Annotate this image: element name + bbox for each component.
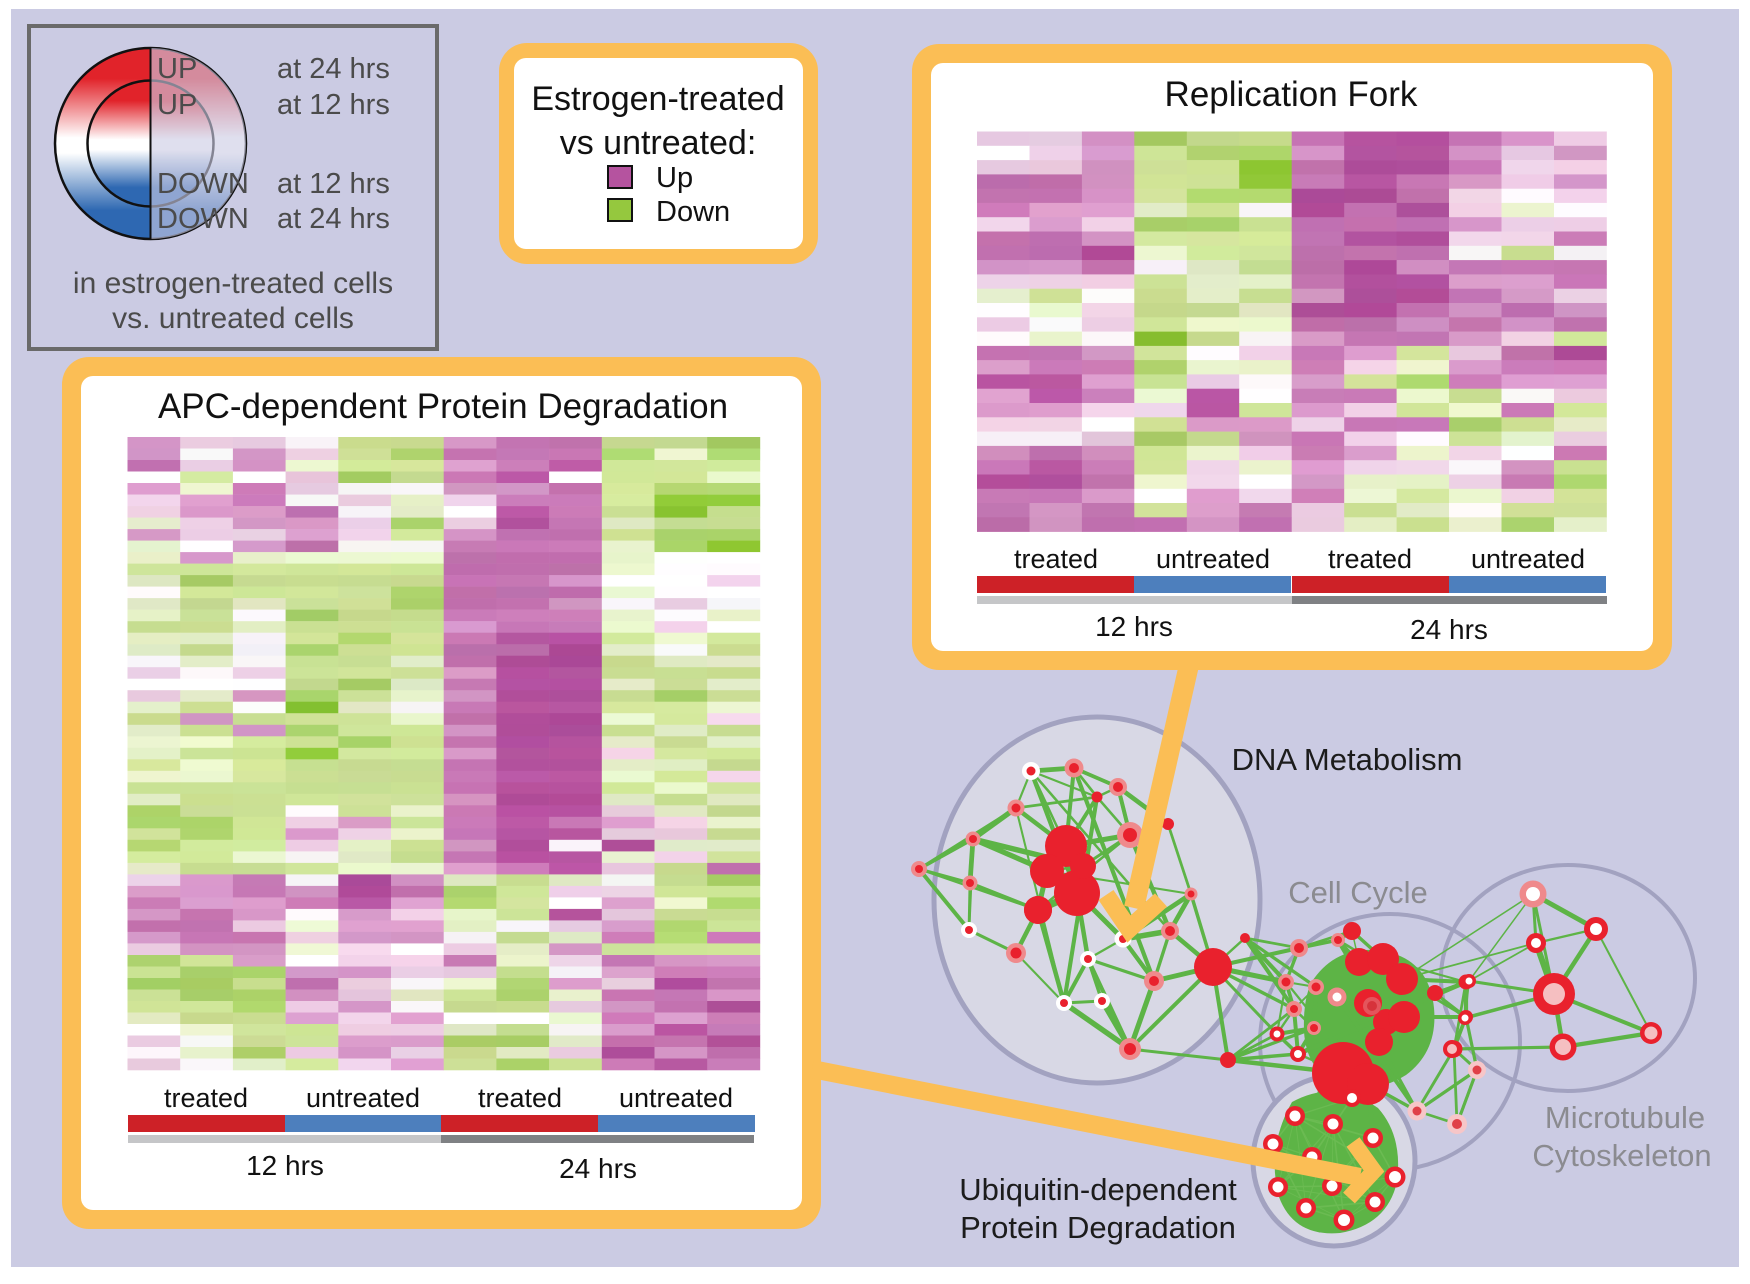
svg-text:24 hrs: 24 hrs (1410, 614, 1488, 645)
svg-text:at 12 hrs: at 12 hrs (277, 168, 390, 200)
svg-text:Protein Degradation: Protein Degradation (960, 1210, 1236, 1245)
svg-text:Microtubule: Microtubule (1545, 1100, 1705, 1135)
svg-text:DOWN: DOWN (157, 168, 249, 200)
svg-text:Cytoskeleton: Cytoskeleton (1532, 1138, 1711, 1173)
svg-text:vs untreated:: vs untreated: (560, 124, 757, 162)
svg-text:at 12 hrs: at 12 hrs (277, 89, 390, 121)
svg-text:DOWN: DOWN (157, 203, 249, 235)
svg-text:at 24 hrs: at 24 hrs (277, 53, 390, 85)
svg-text:UP: UP (157, 89, 197, 121)
svg-text:untreated: untreated (1471, 544, 1585, 574)
svg-text:untreated: untreated (619, 1083, 733, 1113)
svg-text:Cell Cycle: Cell Cycle (1288, 875, 1428, 910)
svg-text:treated: treated (164, 1083, 248, 1113)
svg-text:24 hrs: 24 hrs (559, 1153, 637, 1184)
svg-text:Up: Up (656, 162, 693, 194)
svg-text:Ubiquitin-dependent: Ubiquitin-dependent (959, 1172, 1237, 1207)
svg-text:12 hrs: 12 hrs (246, 1150, 324, 1181)
svg-text:vs. untreated cells: vs. untreated cells (112, 302, 354, 335)
svg-text:Down: Down (656, 196, 730, 228)
svg-text:APC-dependent Protein Degradat: APC-dependent Protein Degradation (158, 387, 728, 426)
svg-text:Estrogen-treated: Estrogen-treated (531, 80, 784, 118)
svg-text:in estrogen-treated cells: in estrogen-treated cells (73, 267, 393, 300)
svg-text:untreated: untreated (306, 1083, 420, 1113)
svg-text:treated: treated (478, 1083, 562, 1113)
svg-text:UP: UP (157, 53, 197, 85)
svg-text:treated: treated (1014, 544, 1098, 574)
svg-text:12 hrs: 12 hrs (1095, 611, 1173, 642)
svg-text:DNA Metabolism: DNA Metabolism (1232, 742, 1463, 777)
svg-text:untreated: untreated (1156, 544, 1270, 574)
svg-text:Replication Fork: Replication Fork (1165, 75, 1418, 114)
svg-text:at 24 hrs: at 24 hrs (277, 203, 390, 235)
svg-text:treated: treated (1328, 544, 1412, 574)
